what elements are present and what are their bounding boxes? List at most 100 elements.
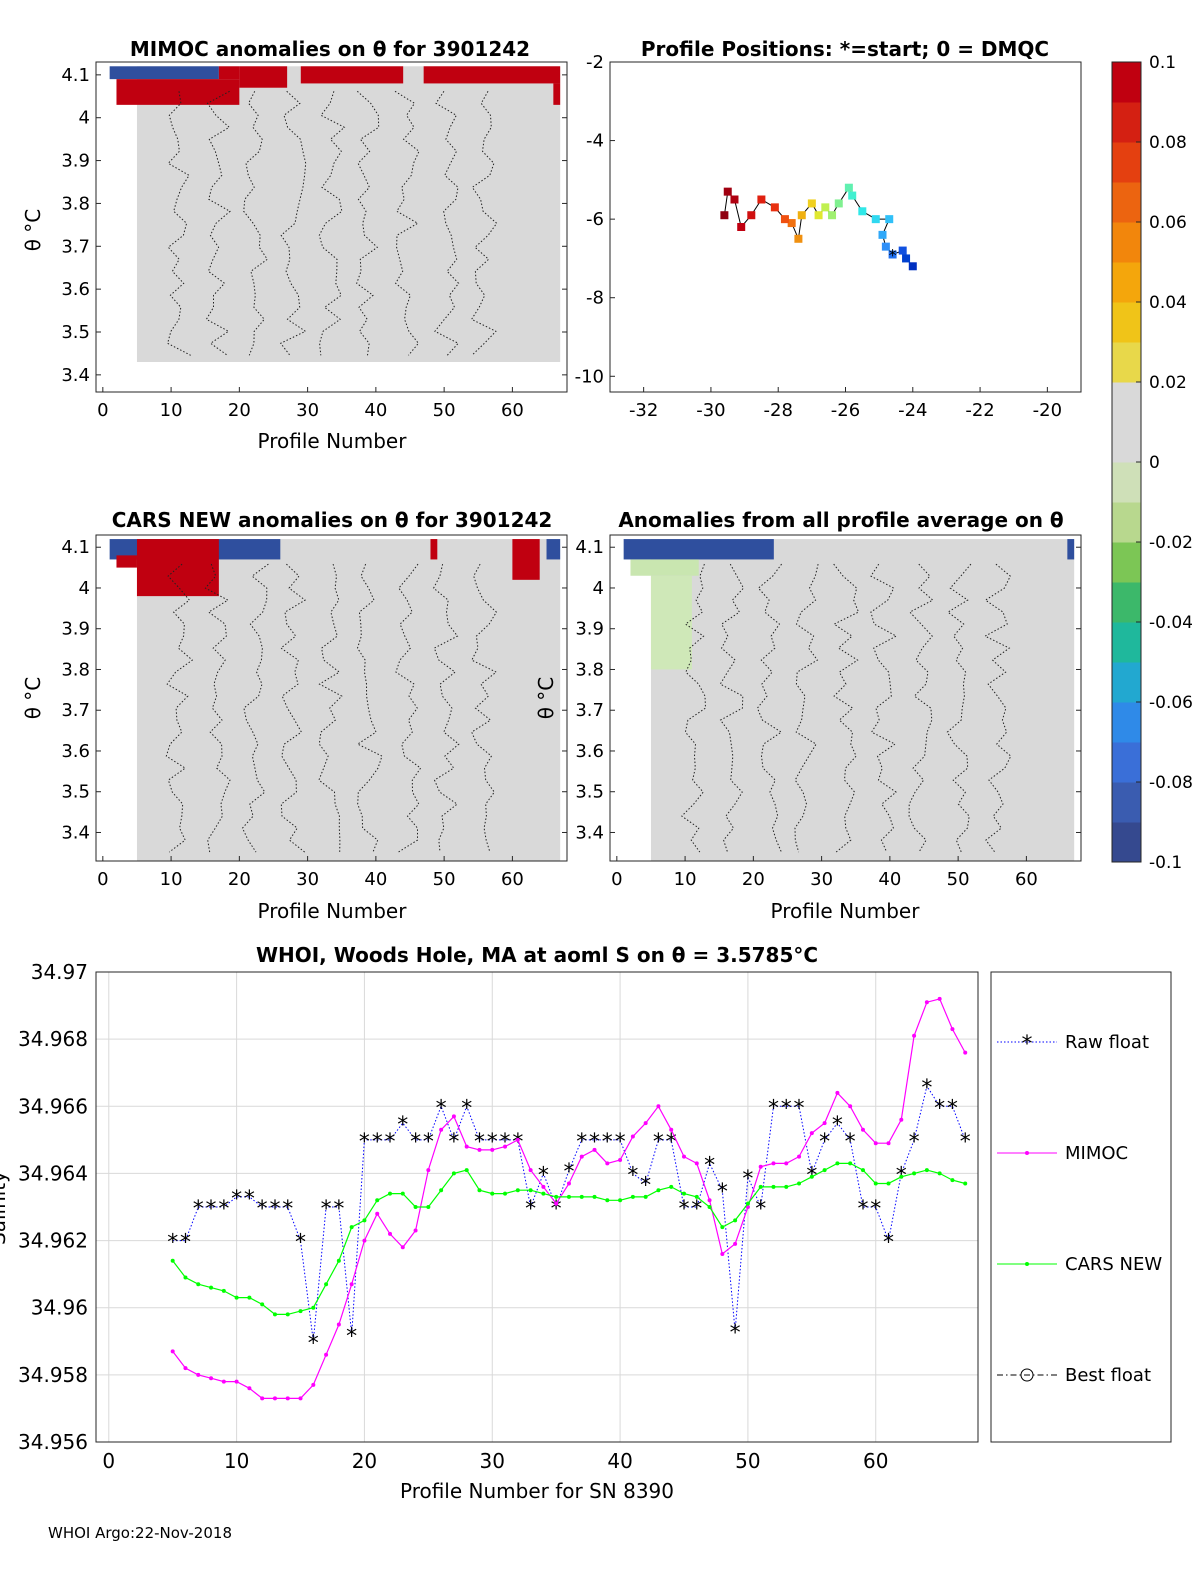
axes-box <box>609 61 1082 393</box>
raw-float-point: * <box>615 1130 626 1155</box>
legend-marker: * <box>1022 1032 1033 1057</box>
y-tick-label: -2 <box>586 52 604 73</box>
data-point-mimoc <box>324 1352 329 1357</box>
data-point-mimoc <box>260 1396 265 1401</box>
x-tick-label: -30 <box>696 400 725 421</box>
colorbar-tick-label: 0.04 <box>1149 293 1187 313</box>
colorbar-segment <box>1112 462 1141 503</box>
data-point-mimoc <box>170 1349 175 1354</box>
data-point-mimoc <box>503 1144 508 1149</box>
colorbar-tick-label: 0.02 <box>1149 373 1187 393</box>
data-point-mimoc <box>579 1154 584 1159</box>
raw-float-point: * <box>308 1331 319 1356</box>
data-point-cars-new <box>566 1194 571 1199</box>
axes-box <box>95 534 568 862</box>
profile-position-marker <box>730 195 739 204</box>
contour-line <box>432 563 460 853</box>
data-point-mimoc <box>272 1396 277 1401</box>
profile-position-marker <box>881 242 890 251</box>
x-tick-label: 10 <box>224 1449 249 1473</box>
colorbar-segment <box>1112 542 1141 583</box>
raw-float-point: * <box>768 1096 779 1121</box>
profile-position-marker <box>807 199 816 208</box>
data-point-mimoc <box>937 996 942 1001</box>
contour-line <box>167 91 191 356</box>
data-point-mimoc <box>963 1050 968 1055</box>
data-point-mimoc <box>630 1134 635 1139</box>
data-point-cars-new <box>618 1198 623 1203</box>
data-point-mimoc <box>234 1379 239 1384</box>
contour-line <box>318 563 343 853</box>
raw-float-point: * <box>448 1130 459 1155</box>
data-point-mimoc <box>209 1376 214 1381</box>
data-point-mimoc <box>196 1372 201 1377</box>
profile-position-marker <box>888 250 897 259</box>
x-tick-label: 40 <box>364 400 387 421</box>
anomaly-patch <box>1067 539 1075 560</box>
data-point-cars-new <box>439 1188 444 1193</box>
data-point-cars-new <box>860 1168 865 1173</box>
data-point-cars-new <box>694 1194 699 1199</box>
profile-position-marker <box>723 187 732 196</box>
raw-float-point: * <box>794 1096 805 1121</box>
anomaly-patch <box>136 539 219 597</box>
data-point-mimoc <box>733 1241 738 1246</box>
y-tick-label: 3.8 <box>61 193 90 214</box>
colorbar-segment <box>1112 62 1141 103</box>
data-point-cars-new <box>745 1201 750 1206</box>
avg-title: Anomalies from all profile average on θ <box>618 508 1063 532</box>
contour-line <box>833 563 860 853</box>
salinity-title: WHOI, Woods Hole, MA at aoml S on θ = 3.… <box>256 943 818 967</box>
data-point-cars-new <box>656 1188 661 1193</box>
x-tick-label: 0 <box>97 400 108 421</box>
data-point-mimoc <box>464 1144 469 1149</box>
data-point-mimoc <box>720 1252 725 1256</box>
raw-float-point: * <box>180 1231 191 1256</box>
raw-float-point: * <box>819 1130 830 1155</box>
data-point-mimoc <box>298 1396 303 1401</box>
x-tick-label: 60 <box>501 869 524 890</box>
data-point-mimoc <box>643 1121 648 1126</box>
x-tick-label: 50 <box>735 1449 760 1473</box>
profile-position-marker <box>821 203 830 212</box>
raw-float-point: * <box>691 1197 702 1222</box>
raw-float-point: * <box>947 1096 958 1121</box>
x-tick-label: 0 <box>102 1449 115 1473</box>
profile-position-marker <box>720 211 729 220</box>
data-point-cars-new <box>426 1205 431 1209</box>
y-tick-label: 3.9 <box>575 619 604 640</box>
mimoc-title: MIMOC anomalies on θ for 3901242 <box>130 37 530 61</box>
data-point-mimoc <box>694 1161 699 1166</box>
raw-float-point: * <box>525 1197 536 1222</box>
y-tick-label: 3.7 <box>575 700 604 721</box>
anomaly-patch <box>650 575 692 670</box>
data-point-cars-new <box>221 1288 226 1293</box>
colorbar-segment <box>1112 382 1141 423</box>
raw-float-point: * <box>423 1130 434 1155</box>
contour-line <box>756 563 783 853</box>
data-point-cars-new <box>477 1188 482 1193</box>
data-point-mimoc <box>924 1000 929 1005</box>
contour-line <box>241 563 269 853</box>
profile-position-marker <box>871 215 880 224</box>
data-point-cars-new <box>260 1302 265 1307</box>
data-point-cars-new <box>579 1194 584 1199</box>
data-point-cars-new <box>682 1191 686 1196</box>
raw-float-point: * <box>640 1174 651 1199</box>
data-point-mimoc <box>886 1141 891 1146</box>
data-point-cars-new <box>669 1184 674 1189</box>
data-point-mimoc <box>566 1181 571 1186</box>
y-tick-label: -4 <box>586 131 604 152</box>
data-point-mimoc <box>912 1033 917 1038</box>
data-point-cars-new <box>554 1194 559 1199</box>
data-point-cars-new <box>809 1174 814 1179</box>
colorbar-segment <box>1112 742 1141 783</box>
y-tick-label: 34.964 <box>18 1161 88 1185</box>
x-tick-label: -20 <box>1033 400 1062 421</box>
data-point-cars-new <box>797 1181 802 1186</box>
x-tick-label: 10 <box>160 400 183 421</box>
axes-box <box>609 534 1082 862</box>
data-point-cars-new <box>311 1305 316 1310</box>
data-point-cars-new <box>630 1194 635 1199</box>
